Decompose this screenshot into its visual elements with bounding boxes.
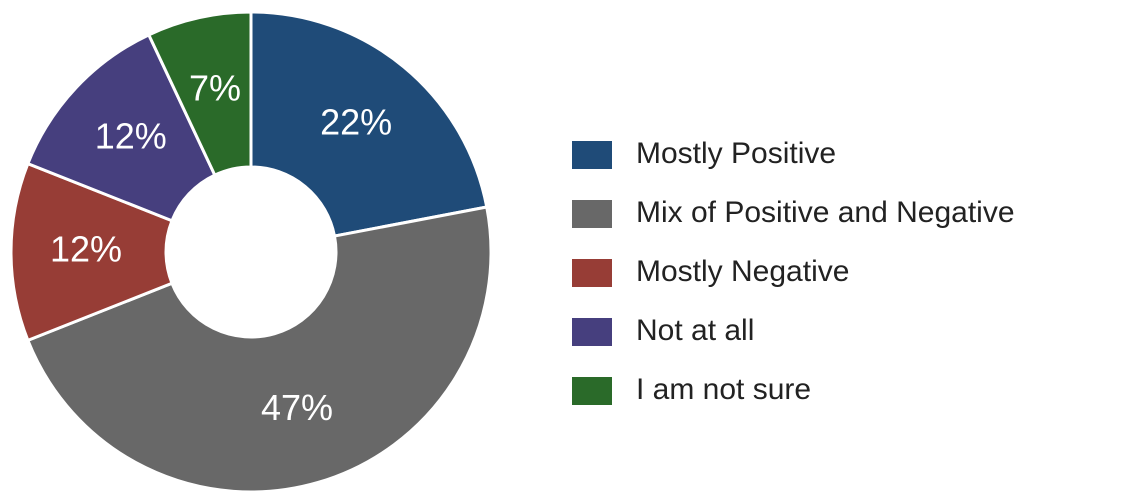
legend-label: I am not sure [636,373,811,406]
slice [25,32,217,223]
slice [249,10,489,238]
slice [9,161,174,343]
slice-label: 7% [189,67,241,108]
legend-label: Mostly Positive [636,137,836,170]
legend-label: Not at all [636,314,754,347]
slice [25,205,493,491]
slice-label: 12% [50,229,122,270]
slice-label: 47% [261,387,333,428]
legend-swatch [572,200,612,228]
slice-label: 22% [320,101,392,142]
legend-label: Mix of Positive and Negative [636,196,1015,229]
slice [146,10,253,178]
legend-swatch [572,318,612,346]
legend-swatch [572,141,612,169]
legend-swatch [572,259,612,287]
legend-swatch [572,377,612,405]
legend-label: Mostly Negative [636,255,849,288]
slice-label: 12% [95,116,167,157]
